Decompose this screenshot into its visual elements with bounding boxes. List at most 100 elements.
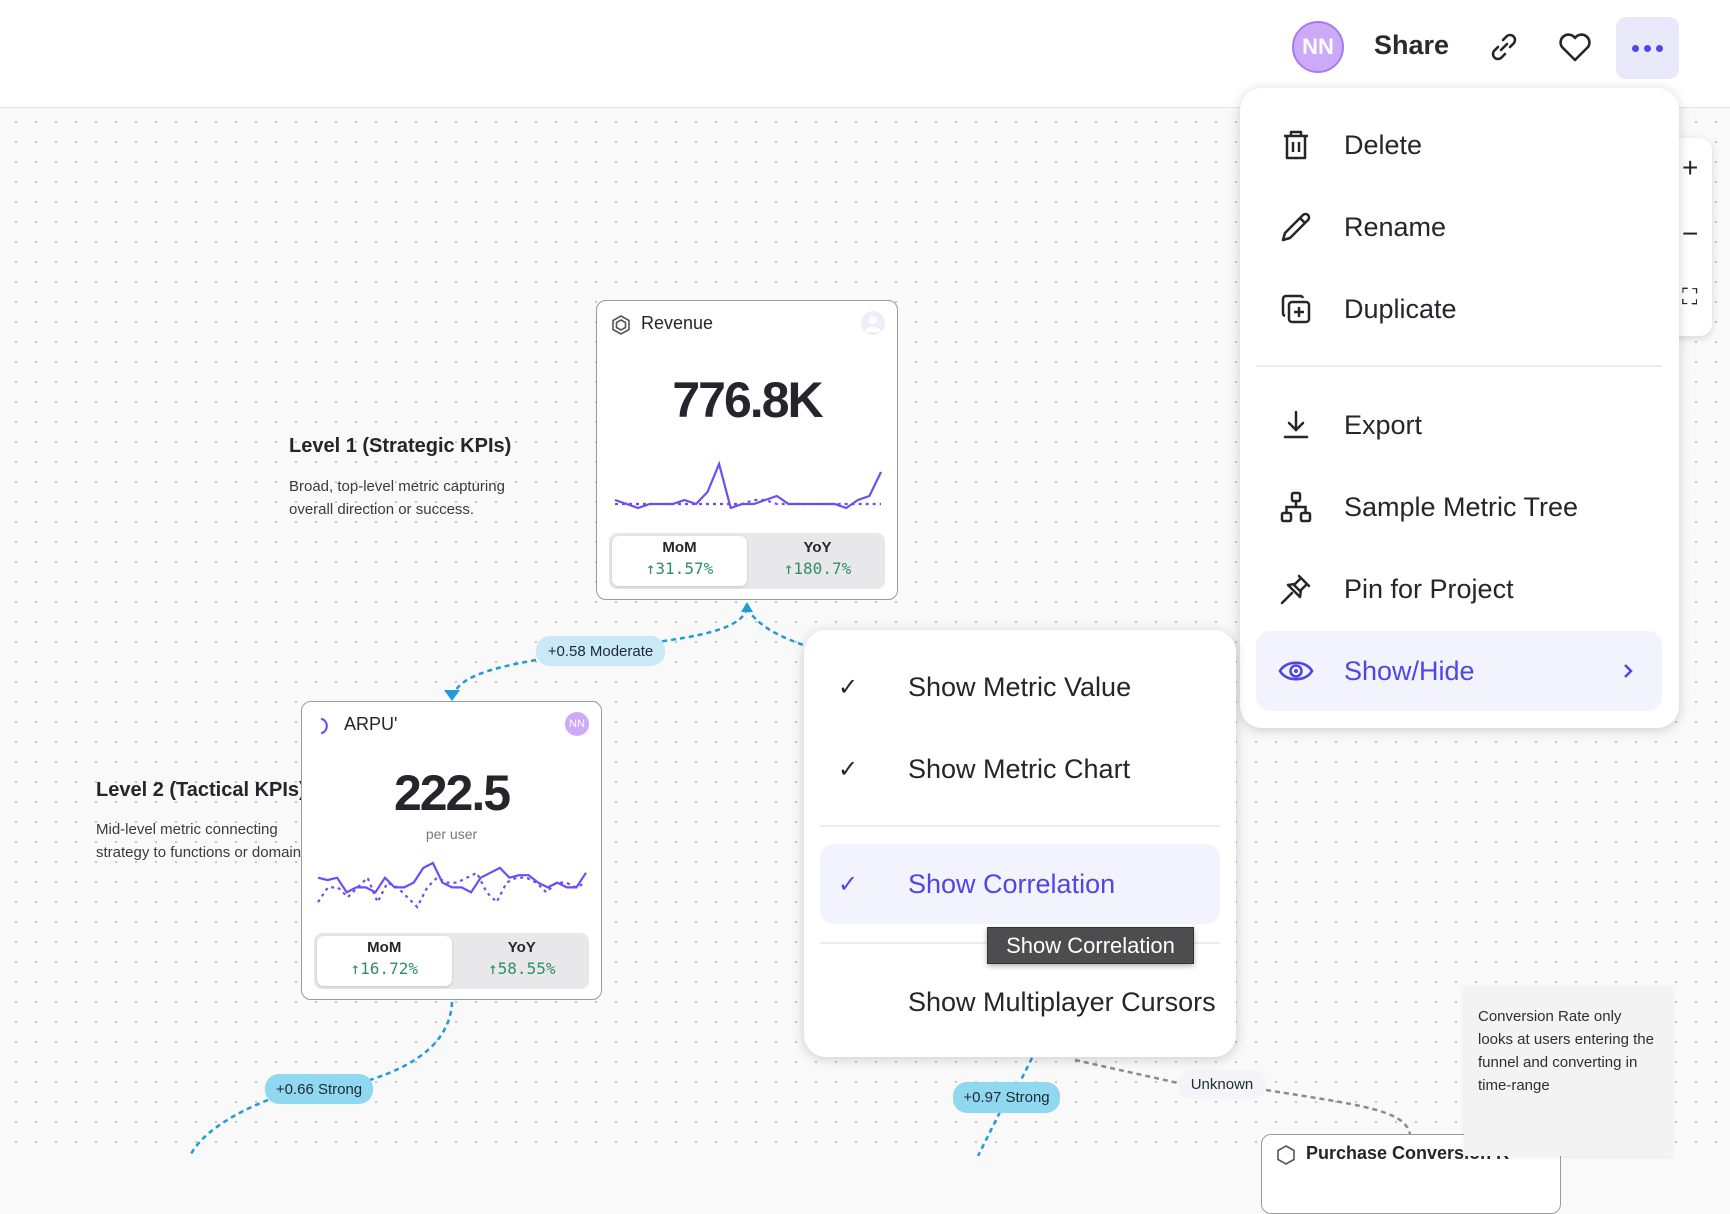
menu-divider xyxy=(1256,365,1662,367)
submenu-item-show-metric-chart[interactable]: ✓ Show Metric Chart xyxy=(820,729,1220,809)
mom-value: ↑16.72% xyxy=(350,959,418,978)
main-series-line xyxy=(317,861,587,894)
submenu-item-label: Show Metric Value xyxy=(908,671,1132,702)
mom-value: ↑31.57% xyxy=(645,559,714,578)
pencil-icon xyxy=(1272,210,1320,244)
comparison-series-line xyxy=(317,871,587,909)
submenu-item-show-metric-value[interactable]: ✓ Show Metric Value xyxy=(820,647,1220,727)
dot xyxy=(1644,44,1651,52)
desc-line: strategy to functions or domains xyxy=(96,844,301,861)
trash-icon xyxy=(1272,128,1320,162)
edge-submenu-down xyxy=(976,1057,1034,1156)
desc-line: Mid-level metric connecting xyxy=(96,821,278,838)
loading-spinner-icon xyxy=(320,717,328,735)
mom-tab[interactable]: MoM ↑31.57% xyxy=(612,536,747,586)
desc-line: overall direction or success. xyxy=(289,501,475,518)
dot xyxy=(1632,44,1639,52)
dot xyxy=(1656,44,1663,52)
yoy-label: YoY xyxy=(507,939,536,956)
show-hide-submenu: ✓ Show Metric Value ✓ Show Metric Chart ✓ S… xyxy=(804,630,1236,1057)
submenu-divider xyxy=(820,825,1220,827)
download-icon xyxy=(1272,408,1320,442)
menu-item-label: Duplicate xyxy=(1344,293,1457,324)
metric-title: ARPU' xyxy=(344,714,398,734)
metric-value: 222.5 xyxy=(393,765,511,821)
menu-item-delete[interactable]: Delete xyxy=(1256,105,1662,185)
options-menu: Delete Rename Duplicate Export Sample Me… xyxy=(1240,88,1679,728)
tree-icon xyxy=(1272,490,1320,524)
share-button[interactable]: Share xyxy=(1374,30,1450,60)
level-2-title: Level 2 (Tactical KPIs) xyxy=(96,779,301,801)
submenu-item-label: Show Correlation xyxy=(908,868,1116,899)
edge-revenue-right xyxy=(745,607,807,648)
main-series-line xyxy=(614,461,882,510)
mom-label: MoM xyxy=(367,939,402,956)
metric-hexagon-icon xyxy=(612,315,630,335)
correlation-badge[interactable]: +0.97 Strong xyxy=(953,1082,1060,1113)
zoom-in-button[interactable]: + xyxy=(1682,152,1699,183)
edge-arpu-down xyxy=(188,1001,454,1156)
mom-label: MoM xyxy=(662,539,697,556)
check-icon: ✓ xyxy=(838,673,859,701)
owner-avatar-icon xyxy=(861,311,885,335)
edge-arrow-up xyxy=(741,602,753,612)
metric-unit: per user xyxy=(425,826,478,842)
level-1-description: Broad, top-level metric capturing overall… xyxy=(289,475,505,521)
metric-value: 776.8K xyxy=(672,372,823,428)
metric-hexagon-icon xyxy=(1277,1145,1295,1165)
metric-sparkline xyxy=(614,461,882,510)
menu-item-duplicate[interactable]: Duplicate xyxy=(1256,269,1662,349)
menu-item-sample-metric-tree[interactable]: Sample Metric Tree xyxy=(1256,467,1662,547)
mom-tab[interactable]: MoM ↑16.72% xyxy=(317,936,452,986)
yoy-value: ↑58.55% xyxy=(488,959,556,978)
menu-item-label: Rename xyxy=(1344,211,1447,242)
edge-unknown xyxy=(1074,1058,1412,1135)
check-icon: ✓ xyxy=(838,870,859,898)
yoy-tab[interactable]: YoY ↑180.7% xyxy=(750,533,885,589)
yoy-value: ↑180.7% xyxy=(783,559,852,578)
metric-card-arpu[interactable]: ARPU' NN 222.5 per user MoM ↑16.72% YoY ↑5… xyxy=(301,701,602,1000)
duplicate-icon xyxy=(1272,292,1320,326)
level-1-title: Level 1 (Strategic KPIs) xyxy=(289,435,512,457)
menu-item-pin-for-project[interactable]: Pin for Project xyxy=(1256,549,1662,629)
user-avatar[interactable]: NN xyxy=(1292,21,1344,73)
menu-item-rename[interactable]: Rename xyxy=(1256,187,1662,267)
eye-icon xyxy=(1272,656,1320,686)
tooltip: Show Correlation xyxy=(987,927,1194,964)
metric-sparkline xyxy=(317,861,587,909)
check-icon: ✓ xyxy=(838,755,859,783)
chevron-right-icon xyxy=(1624,664,1633,678)
metric-title: Revenue xyxy=(641,313,714,333)
zoom-out-button[interactable]: − xyxy=(1682,218,1699,249)
submenu-item-label: Show Multiplayer Cursors xyxy=(908,986,1216,1017)
yoy-tab[interactable]: YoY ↑58.55% xyxy=(455,933,590,989)
submenu-item-show-multiplayer-cursors[interactable]: Show Multiplayer Cursors xyxy=(820,962,1220,1042)
submenu-item-show-correlation[interactable]: ✓ Show Correlation xyxy=(820,844,1220,924)
sticky-note[interactable]: Conversion Rate only looks at users ente… xyxy=(1464,987,1672,1156)
submenu-item-label: Show Metric Chart xyxy=(908,753,1131,784)
heart-icon[interactable] xyxy=(1555,27,1595,67)
yoy-label: YoY xyxy=(803,539,832,556)
desc-line: Broad, top-level metric capturing xyxy=(289,478,505,495)
level-2-description: Mid-level metric connecting strategy to f… xyxy=(96,818,301,864)
correlation-badge[interactable]: +0.58 Moderate xyxy=(536,636,665,666)
pin-icon xyxy=(1272,572,1320,606)
metric-card-revenue[interactable]: Revenue 776.8K MoM ↑31.57% YoY ↑180.7% xyxy=(596,300,898,600)
menu-item-show-hide[interactable]: Show/Hide xyxy=(1256,631,1662,711)
owner-avatar: NN xyxy=(565,712,589,736)
edges-layer xyxy=(188,602,1412,1156)
correlation-badge-unknown[interactable]: Unknown xyxy=(1178,1070,1266,1099)
edge-arrow-down xyxy=(444,690,460,701)
menu-item-label: Show/Hide xyxy=(1344,655,1475,686)
menu-item-export[interactable]: Export xyxy=(1256,385,1662,465)
menu-item-label: Delete xyxy=(1344,129,1423,160)
comparison-toggle[interactable]: MoM ↑16.72% YoY ↑58.55% xyxy=(314,933,589,989)
link-icon[interactable] xyxy=(1484,27,1524,67)
fit-view-button[interactable]: ⛶ xyxy=(1682,284,1698,309)
menu-item-label: Sample Metric Tree xyxy=(1344,491,1579,522)
comparison-toggle[interactable]: MoM ↑31.57% YoY ↑180.7% xyxy=(609,533,885,589)
menu-item-label: Export xyxy=(1344,409,1423,440)
menu-item-label: Pin for Project xyxy=(1344,573,1514,604)
correlation-badge[interactable]: +0.66 Strong xyxy=(265,1074,373,1104)
more-options-button[interactable] xyxy=(1616,17,1679,79)
